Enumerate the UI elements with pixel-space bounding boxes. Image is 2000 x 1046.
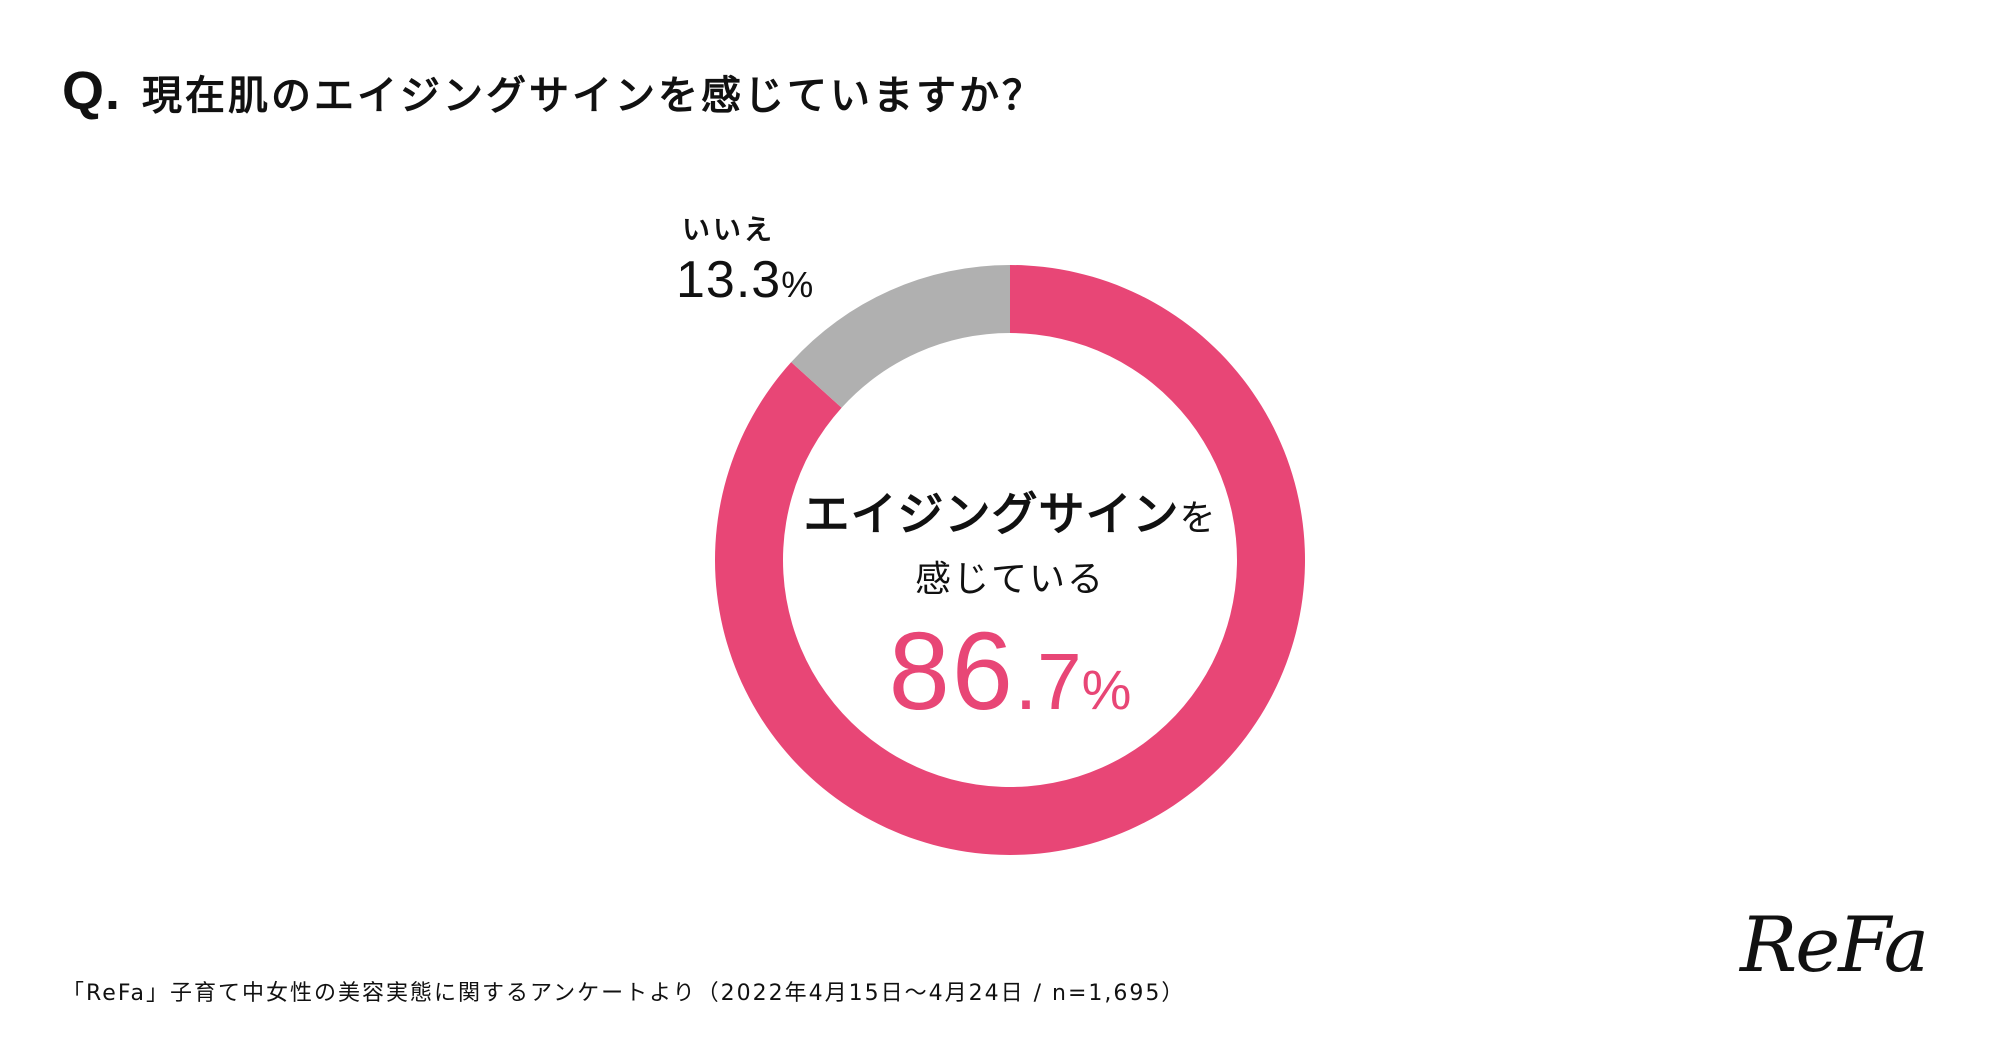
center-value-percent: % [1081, 658, 1132, 721]
source-note: 「ReFa」子育て中女性の美容実態に関するアンケートより（2022年4月15日～… [62, 981, 1186, 1006]
donut-slices [714, 265, 1305, 855]
slice-value-no: 13.3% [676, 250, 814, 310]
center-value-decimal: .7 [1014, 637, 1082, 726]
question-dot: . [105, 61, 121, 121]
center-label-line1: エイジングサインを [780, 478, 1240, 544]
center-value-integer: 86 [888, 610, 1015, 733]
center-label-particle: を [1179, 498, 1217, 539]
question-mark: Q [62, 61, 106, 121]
question-heading: Q . 現在肌のエイジングサインを感じていますか？ [62, 60, 1045, 140]
center-value: 86.7% [780, 608, 1240, 735]
slice-value-no-number: 13.3 [676, 251, 782, 309]
donut-slice-1 [791, 265, 1010, 408]
center-label-bold: エイジングサイン [803, 487, 1180, 541]
question-text: 現在肌のエイジングサインを感じていますか？ [142, 73, 1046, 119]
center-label-line2: 感じている [914, 559, 1105, 600]
refa-logo: ReFa [1740, 900, 1929, 989]
slice-label-no: いいえ [682, 213, 776, 246]
slice-value-no-percent: % [781, 264, 815, 305]
